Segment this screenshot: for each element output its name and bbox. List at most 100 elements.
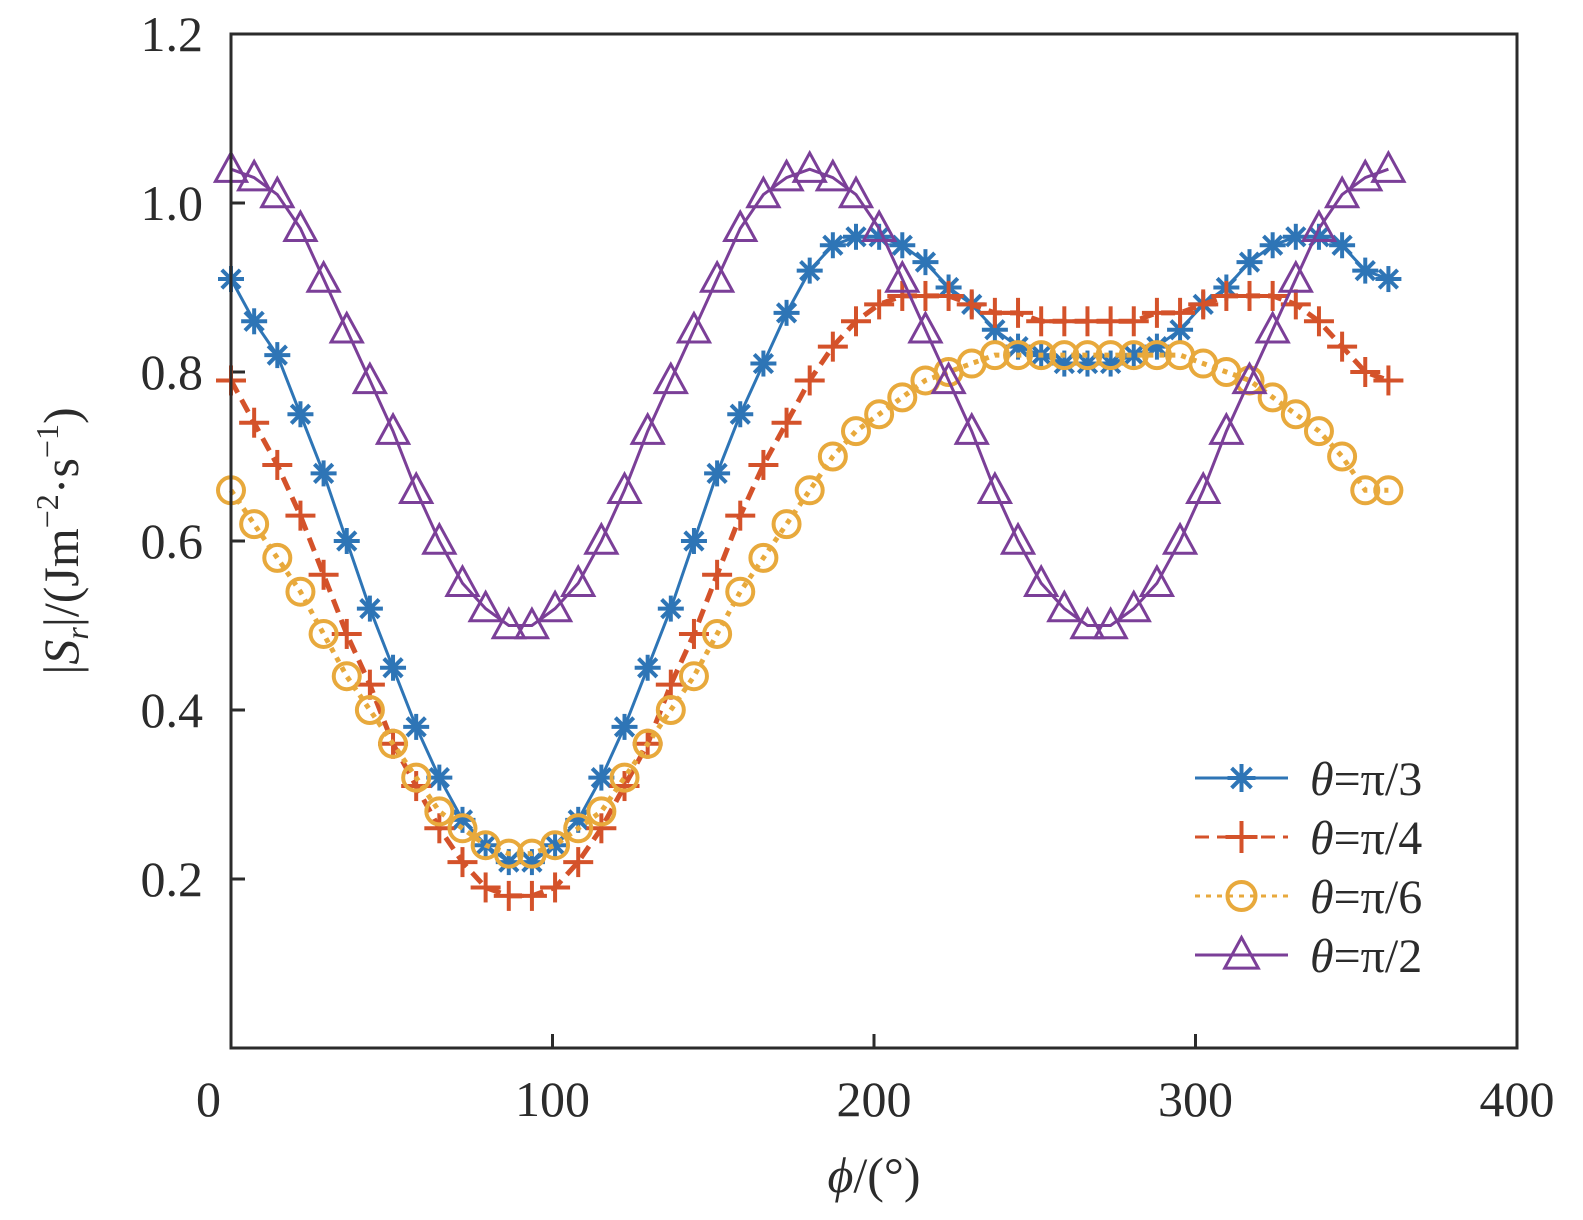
marker-triangle bbox=[1323, 175, 1361, 209]
marker-triangle bbox=[606, 470, 643, 504]
marker-triangle bbox=[1185, 470, 1222, 504]
marker-triangle bbox=[907, 310, 944, 344]
marker-circle bbox=[979, 340, 1010, 371]
series-line bbox=[230, 167, 1389, 627]
marker-circle bbox=[331, 661, 362, 692]
series-1 bbox=[218, 223, 1402, 876]
marker-plus bbox=[516, 880, 547, 911]
marker-triangle bbox=[953, 411, 990, 445]
marker-triangle bbox=[884, 259, 921, 293]
marker-circle bbox=[239, 509, 270, 540]
x-tick-label: 0 bbox=[196, 1071, 221, 1127]
marker-asterisk bbox=[1282, 223, 1309, 250]
marker-triangle bbox=[583, 521, 620, 555]
legend-item: θ=π/6 bbox=[1195, 871, 1422, 924]
marker-circle bbox=[655, 695, 686, 725]
marker-circle bbox=[354, 695, 385, 725]
marker-triangle bbox=[652, 361, 689, 395]
marker-triangle bbox=[976, 470, 1014, 504]
marker-asterisk bbox=[773, 299, 800, 326]
x-tick-label: 300 bbox=[1158, 1071, 1233, 1127]
marker-triangle bbox=[1138, 563, 1176, 597]
marker-plus bbox=[771, 407, 802, 438]
marker-circle bbox=[1003, 340, 1034, 371]
marker-circle bbox=[401, 762, 432, 793]
marker-triangle bbox=[560, 563, 597, 597]
marker-plus bbox=[1327, 331, 1358, 362]
marker-asterisk bbox=[403, 713, 430, 740]
marker-asterisk bbox=[1352, 257, 1379, 284]
marker-circle bbox=[540, 830, 571, 861]
marker-plus bbox=[725, 500, 756, 531]
x-tick-label: 100 bbox=[515, 1071, 590, 1127]
marker-triangle bbox=[1254, 310, 1291, 344]
marker-plus bbox=[794, 365, 825, 396]
marker-plus bbox=[817, 331, 848, 362]
marker-triangle bbox=[1222, 934, 1261, 970]
marker-circle bbox=[702, 618, 733, 649]
marker-circle bbox=[586, 796, 617, 827]
marker-circle bbox=[1373, 475, 1404, 506]
marker-circle bbox=[1257, 382, 1288, 413]
marker-triangle bbox=[791, 149, 828, 183]
series-4 bbox=[212, 149, 1407, 640]
marker-circle bbox=[493, 838, 524, 869]
marker-circle bbox=[1225, 880, 1258, 912]
marker-triangle bbox=[1092, 606, 1129, 640]
marker-plus bbox=[563, 847, 594, 878]
x-tick-label: 200 bbox=[837, 1071, 912, 1127]
marker-plus bbox=[470, 872, 501, 903]
marker-plus bbox=[864, 289, 895, 320]
legend: θ=π/3 θ=π/4 θ=π/6 θ=π/2 bbox=[1195, 753, 1422, 983]
marker-plus bbox=[1257, 280, 1288, 311]
marker-triangle bbox=[1300, 208, 1338, 243]
marker-circle bbox=[632, 728, 663, 759]
marker-asterisk bbox=[704, 460, 731, 487]
marker-circle bbox=[308, 618, 339, 649]
marker-circle bbox=[424, 796, 455, 827]
marker-triangle bbox=[722, 208, 759, 243]
marker-asterisk bbox=[310, 460, 337, 487]
marker-plus bbox=[1188, 289, 1219, 320]
marker-circle bbox=[725, 576, 756, 607]
marker-plus bbox=[285, 500, 316, 531]
marker-triangle bbox=[768, 158, 805, 192]
marker-triangle bbox=[1069, 606, 1106, 640]
marker-triangle bbox=[675, 310, 713, 344]
legend-label: θ=π/2 bbox=[1310, 930, 1422, 983]
marker-triangle bbox=[745, 175, 782, 209]
y-tick-label: 0.4 bbox=[141, 682, 204, 738]
marker-circle bbox=[794, 475, 825, 506]
marker-triangle bbox=[1115, 589, 1152, 623]
marker-plus bbox=[1165, 297, 1196, 328]
marker-circle bbox=[563, 813, 594, 844]
marker-triangle bbox=[398, 470, 435, 504]
marker-circle bbox=[771, 509, 802, 540]
axis-ticks: 0 100 200 300 400 0.2 0.4 0.6 0.8 1.0 1.2 bbox=[141, 6, 1555, 1127]
marker-asterisk bbox=[819, 232, 846, 259]
marker-triangle bbox=[629, 411, 666, 445]
marker-asterisk bbox=[1375, 266, 1402, 293]
marker-plus bbox=[308, 559, 339, 590]
marker-asterisk bbox=[1305, 223, 1332, 250]
marker-asterisk bbox=[287, 401, 314, 428]
y-tick-label: 1.0 bbox=[141, 175, 204, 231]
marker-plus bbox=[748, 449, 779, 480]
y-tick-label: 0.2 bbox=[141, 851, 204, 907]
marker-circle bbox=[748, 542, 779, 573]
y-tick-label: 1.2 bbox=[141, 6, 204, 62]
marker-triangle bbox=[374, 411, 412, 445]
marker-asterisk bbox=[241, 308, 268, 335]
marker-triangle bbox=[1370, 149, 1407, 183]
marker-triangle bbox=[305, 259, 342, 293]
marker-plus bbox=[262, 449, 293, 480]
marker-plus bbox=[956, 289, 987, 320]
y-tick-label: 0.8 bbox=[141, 344, 204, 400]
marker-circle bbox=[447, 813, 478, 844]
marker-asterisk bbox=[634, 654, 661, 681]
legend-label: θ=π/3 bbox=[1310, 753, 1422, 806]
marker-circle bbox=[1350, 475, 1381, 506]
marker-triangle bbox=[930, 361, 967, 395]
legend-item: θ=π/2 bbox=[1195, 930, 1422, 983]
